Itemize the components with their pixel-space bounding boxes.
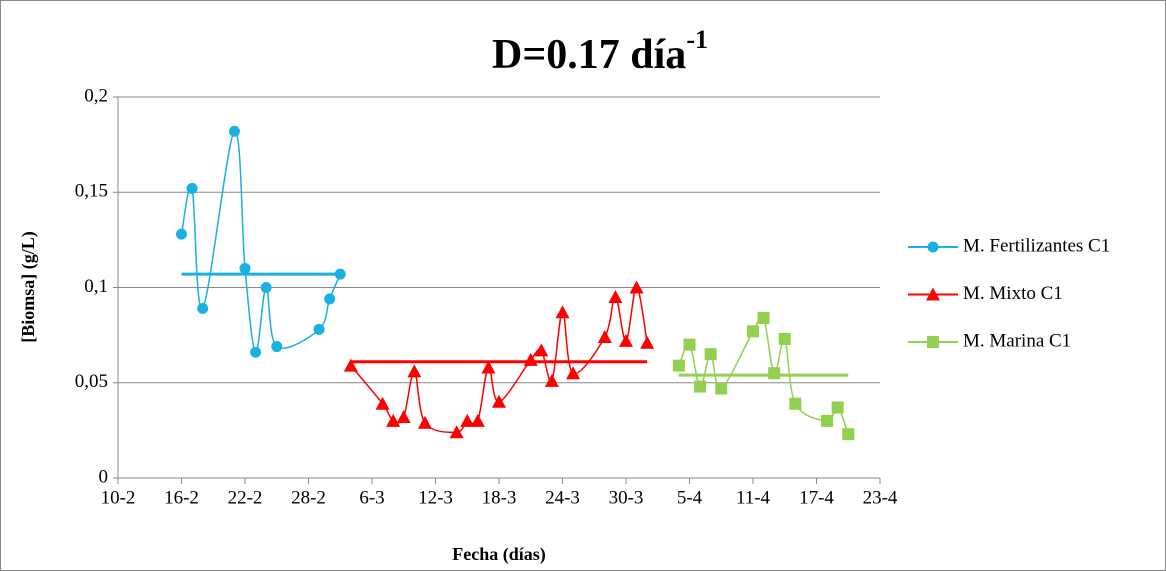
x-tick-label: 17-4 (799, 487, 834, 508)
data-point (555, 305, 570, 319)
y-tick-label: 0,2 (84, 85, 108, 106)
data-point (492, 394, 506, 408)
data-point (831, 401, 844, 414)
data-point (544, 373, 559, 387)
chart-title: D=0.17 día-1 (492, 25, 708, 78)
data-point (313, 323, 325, 335)
data-point (228, 125, 240, 137)
x-tick-label: 23-4 (863, 487, 898, 508)
data-point (250, 346, 262, 358)
data-point (396, 410, 411, 424)
y-tick-label: 0 (99, 466, 109, 487)
legend-marker (927, 336, 939, 348)
data-point (768, 367, 781, 380)
data-point (186, 182, 198, 194)
data-point (672, 359, 685, 372)
y-tick-label: 0,1 (84, 276, 108, 297)
data-point (407, 364, 422, 378)
x-tick-label: 16-2 (164, 487, 199, 508)
x-tick-label: 30-3 (609, 487, 644, 508)
data-point (460, 413, 475, 427)
legend-marker (927, 241, 939, 253)
data-point (619, 333, 633, 347)
data-point (197, 302, 209, 314)
x-axis-label: Fecha (días) (452, 544, 546, 565)
data-point (470, 413, 485, 427)
x-tick-label: 24-3 (545, 487, 580, 508)
x-tick-label: 5-4 (677, 487, 703, 508)
x-tick-label: 10-2 (101, 487, 136, 508)
data-point (271, 341, 283, 353)
data-point (608, 290, 623, 304)
data-point (449, 425, 464, 439)
data-point (640, 335, 655, 349)
data-point (566, 366, 581, 380)
data-point (629, 280, 644, 294)
x-tick-label: 12-3 (418, 487, 453, 508)
data-point (789, 397, 802, 410)
data-point (260, 282, 272, 293)
data-point (694, 380, 707, 393)
data-point (523, 352, 538, 366)
data-point (683, 338, 696, 351)
data-point (417, 415, 432, 429)
data-point (778, 332, 791, 345)
data-point (334, 268, 346, 280)
title-text: D=0.17 día (492, 32, 686, 78)
data-point (386, 413, 401, 427)
data-point (757, 311, 770, 324)
x-tick-label: 18-3 (482, 487, 517, 508)
data-point (375, 396, 390, 410)
y-axis-label: [Biomsa] (g/L) (18, 231, 39, 343)
title-superscript: -1 (686, 25, 708, 54)
legend-label: M. Marina C1 (963, 330, 1071, 351)
data-point (821, 414, 834, 427)
data-point (239, 262, 251, 274)
data-point (747, 325, 759, 338)
data-point (842, 428, 855, 441)
x-tick-label: 22-2 (228, 487, 263, 508)
data-point (704, 348, 717, 361)
data-point (324, 293, 336, 305)
legend-label: M. Mixto C1 (963, 283, 1063, 304)
x-tick-label: 6-3 (359, 487, 384, 508)
data-point (715, 382, 728, 395)
data-point (176, 228, 187, 240)
data-point (597, 330, 612, 344)
y-tick-label: 0,05 (75, 371, 108, 392)
x-tick-label: 11-4 (736, 487, 771, 508)
y-tick-label: 0,15 (75, 181, 108, 202)
legend-label: M. Fertilizantes C1 (963, 235, 1110, 256)
data-point (481, 360, 496, 374)
data-point (343, 358, 358, 372)
data-point (534, 343, 549, 357)
legend-marker (926, 287, 940, 301)
x-tick-label: 28-2 (291, 487, 326, 508)
